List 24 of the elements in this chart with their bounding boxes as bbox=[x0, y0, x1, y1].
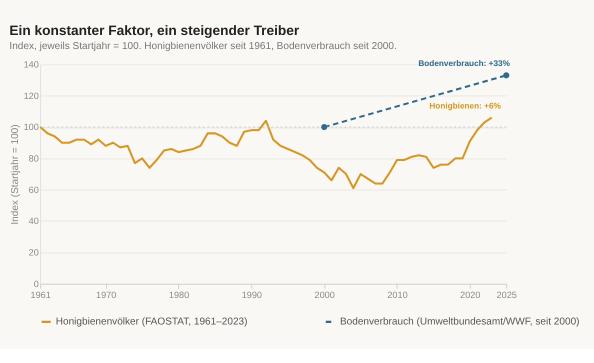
annotation: Bodenverbrauch: +33% bbox=[418, 59, 511, 68]
y-tick-label: 100 bbox=[24, 122, 39, 132]
x-tick-label: 1990 bbox=[242, 290, 262, 300]
x-tick-label: 2020 bbox=[460, 290, 480, 300]
y-tick-label: 60 bbox=[28, 184, 39, 195]
line-series bbox=[39, 116, 493, 190]
y-tick-label: 0 bbox=[34, 278, 39, 289]
legend-label: Honigbienenvölker (FAOSTAT, 1961–2023) bbox=[56, 316, 248, 328]
x-tick-label: 1961 bbox=[30, 290, 51, 300]
chart-subtitle: Index, jeweils Startjahr = 100. Honigbienenvölker seit 1961, Bodenverbrauch seit 2000. bbox=[9, 40, 397, 52]
x-tick-label: 2010 bbox=[387, 290, 408, 300]
y-tick-label: 20 bbox=[28, 248, 39, 258]
x-tick-label: 1980 bbox=[168, 290, 190, 300]
y-axis-title: Index (Startjahr = 100) bbox=[10, 124, 22, 225]
x-tick-label: 2000 bbox=[314, 290, 335, 300]
y-tick-label: 120 bbox=[24, 90, 39, 101]
x-tick-label: 2025 bbox=[496, 290, 517, 300]
y-tick-label: 80 bbox=[28, 154, 39, 164]
y-tick-label: 40 bbox=[28, 216, 39, 226]
x-tick-label: 1970 bbox=[96, 290, 116, 300]
y-tick-label: 140 bbox=[24, 60, 39, 70]
annotation: Honigbienen: +6% bbox=[429, 102, 502, 111]
legend-label: Bodenverbrauch (Umweltbundesamt/WWF, seit 2000) bbox=[340, 316, 580, 328]
chart-title: Ein konstanter Faktor, ein steigender Treiber bbox=[9, 23, 300, 38]
